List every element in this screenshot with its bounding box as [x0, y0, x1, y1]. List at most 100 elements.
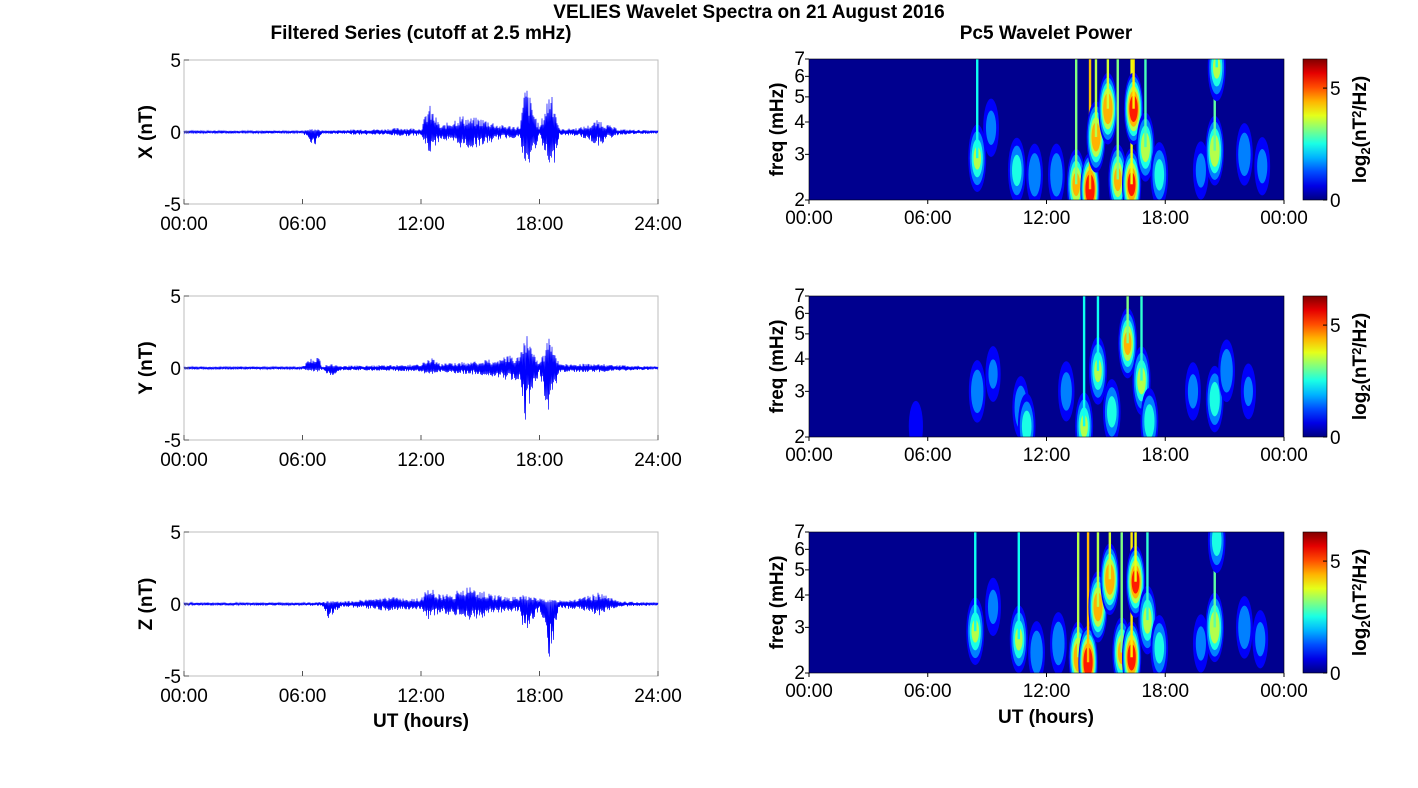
- freq-tick-label: 2: [794, 190, 805, 211]
- y-tick-label: -5: [164, 195, 181, 216]
- x-tick-label: 12:00: [1023, 208, 1071, 229]
- power-blob-1: [971, 369, 984, 414]
- freq-tick-label: 7: [794, 522, 805, 543]
- y-axis-label: Y (nT): [136, 341, 157, 394]
- right-x-axis-label: UT (hours): [998, 707, 1094, 728]
- x-tick-label: 06:00: [904, 445, 952, 466]
- series-trace-z: [183, 587, 659, 657]
- power-streak-8: [1106, 59, 1110, 109]
- y-tick-label: -5: [164, 431, 181, 452]
- power-blob-14: [1195, 153, 1206, 188]
- power-streak-16: [1215, 59, 1218, 68]
- x-tick-label: 00:00: [785, 445, 833, 466]
- power-blob-1: [985, 110, 997, 145]
- power-blob-8: [1107, 396, 1117, 428]
- x-tick-label: 00:00: [785, 208, 833, 229]
- power-blob-17: [1238, 605, 1251, 650]
- y-tick-label: 5: [170, 523, 181, 544]
- power-blob-0: [908, 400, 923, 437]
- power-streak-2: [1017, 532, 1020, 640]
- colorbar-label-part: 2: [1349, 111, 1364, 118]
- freq-tick-label: 7: [794, 49, 805, 70]
- colorbar-label-part: (nT: [1350, 355, 1371, 385]
- colorbar-label-part: log: [1350, 155, 1371, 184]
- power-blob-4: [1021, 410, 1032, 437]
- freq-axis-label: freq (mHz): [767, 556, 788, 650]
- power-blob-18: [1257, 149, 1268, 184]
- power-blob-13: [1154, 632, 1165, 664]
- colorbar-label: log2(nT2/Hz): [1349, 313, 1373, 420]
- x-tick-label: 12:00: [397, 214, 445, 235]
- freq-tick-label: 6: [794, 303, 805, 324]
- power-streak-6: [1086, 532, 1090, 663]
- power-streak-6: [1082, 296, 1086, 427]
- power-streak-10: [1140, 296, 1143, 381]
- freq-tick-label: 5: [794, 87, 805, 108]
- power-blob-14: [1195, 626, 1206, 661]
- series-panel-x: 5 0 -500:00 06:00 12:00 18:00 24:00 X (nT): [136, 51, 682, 235]
- x-tick-label: 18:00: [516, 450, 564, 471]
- colorbar-tick-label: 0: [1330, 191, 1341, 212]
- y-tick-label: -5: [164, 667, 181, 688]
- power-streak-7: [1096, 296, 1100, 371]
- freq-tick-label: 6: [794, 66, 805, 87]
- power-streak-0: [974, 532, 977, 632]
- y-axis-label: X (nT): [136, 105, 157, 159]
- freq-tick-label: 3: [794, 144, 805, 165]
- left-column-title: Filtered Series (cutoff at 2.5 mHz): [271, 23, 572, 44]
- x-tick-label: 12:00: [397, 686, 445, 707]
- power-blob-4: [1050, 153, 1063, 197]
- x-tick-label: 00:00: [1260, 445, 1308, 466]
- power-blob-13: [1209, 381, 1220, 417]
- power-blob-3: [1030, 630, 1043, 673]
- freq-tick-label: 4: [794, 112, 805, 133]
- power-blob-16: [1212, 59, 1221, 79]
- power-blob-2: [988, 359, 998, 389]
- power-blob-0: [973, 146, 982, 170]
- freq-tick-label: 7: [794, 286, 805, 307]
- y-tick-label: 5: [170, 287, 181, 308]
- freq-axis-label: freq (mHz): [767, 83, 788, 177]
- colorbar-label-part: /Hz): [1350, 313, 1371, 348]
- power-blob-11: [1144, 404, 1155, 437]
- freq-axis-label: freq (mHz): [767, 320, 788, 414]
- colorbar-label-part: (nT: [1350, 591, 1371, 621]
- power-streak-12: [1146, 532, 1149, 621]
- x-tick-label: 06:00: [904, 681, 952, 702]
- power-streak-9: [1116, 59, 1119, 180]
- x-tick-label: 18:00: [516, 686, 564, 707]
- x-tick-label: 18:00: [516, 214, 564, 235]
- colorbar-tick-label: 5: [1330, 79, 1341, 100]
- freq-tick-label: 4: [794, 585, 805, 606]
- colorbar: [1302, 295, 1328, 438]
- x-tick-label: 00:00: [785, 681, 833, 702]
- series-panel-y: 5 0 -500:00 06:00 12:00 18:00 24:00 Y (nT): [136, 287, 682, 471]
- x-tick-label: 24:00: [634, 686, 682, 707]
- x-tick-label: 12:00: [1023, 445, 1071, 466]
- freq-tick-label: 4: [794, 349, 805, 370]
- colorbar-label-part: log: [1350, 628, 1371, 657]
- y-tick-label: 0: [170, 123, 181, 144]
- colorbar-tick-label: 0: [1330, 428, 1341, 449]
- power-blob-4: [1052, 621, 1065, 666]
- figure-title: VELIES Wavelet Spectra on 21 August 2016: [553, 2, 944, 23]
- power-blob-3: [1028, 153, 1041, 197]
- power-streak-5: [1074, 59, 1078, 185]
- colorbar-label: log2(nT2/Hz): [1349, 76, 1373, 183]
- series-trace-y: [183, 336, 659, 420]
- power-blob-18: [1255, 622, 1266, 657]
- x-tick-label: 00:00: [1260, 208, 1308, 229]
- colorbar-label-part: (nT: [1350, 118, 1371, 148]
- power-blob-5: [1060, 372, 1072, 411]
- x-tick-label: 18:00: [1141, 445, 1189, 466]
- power-blob-17: [1238, 132, 1251, 177]
- power-blob-16: [1211, 532, 1222, 557]
- colorbar-label-part: 2: [1358, 147, 1373, 154]
- power-streak-8: [1108, 532, 1112, 580]
- colorbar-tick-label: 5: [1330, 316, 1341, 337]
- x-tick-label: 00:00: [160, 450, 208, 471]
- power-streak-9: [1120, 532, 1123, 653]
- x-tick-label: 18:00: [1141, 681, 1189, 702]
